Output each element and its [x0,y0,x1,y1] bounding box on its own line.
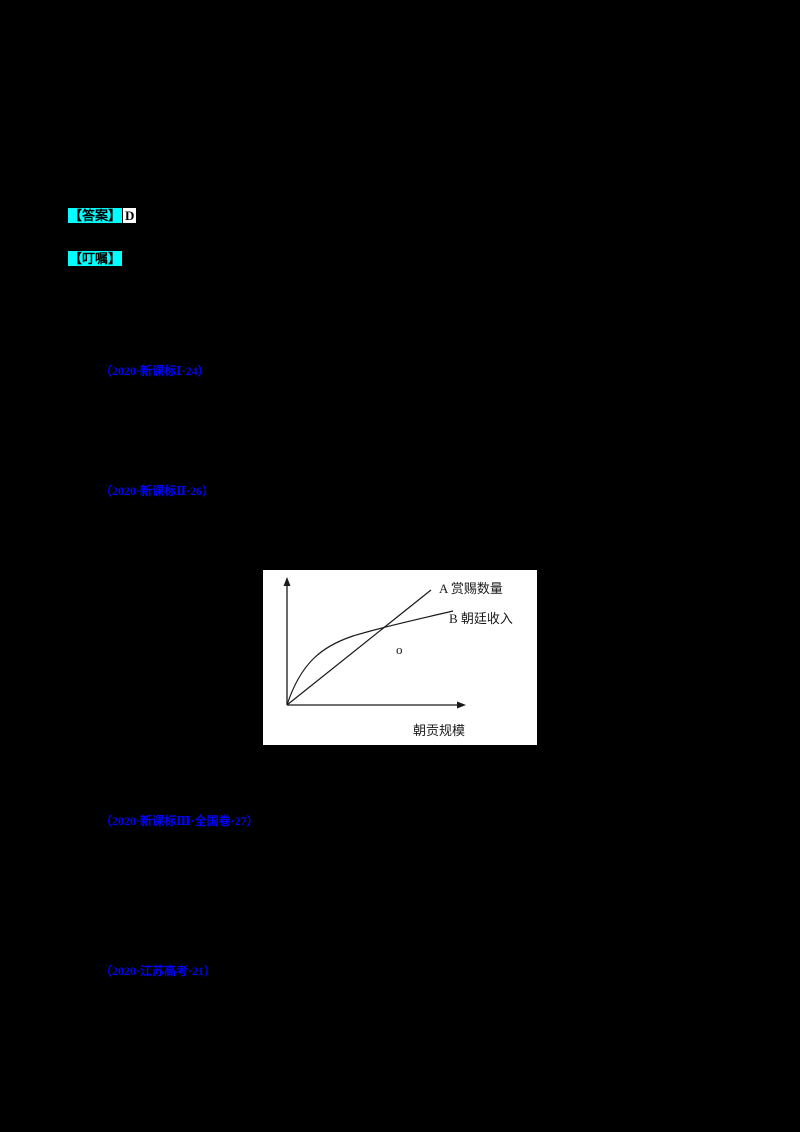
series-b-label: B 朝廷收入 [449,611,513,626]
remark-line: 【叮嘱】 [68,251,123,266]
citation-4: （2020·江苏高考·21） [100,964,217,978]
x-axis [287,701,466,709]
answer-value: D [123,208,137,223]
citation-3: （2020·新课标Ⅲ·全国卷·27） [100,814,259,828]
citation-2: （2020·新课标Ⅱ·26） [100,484,215,498]
series-b-curve [286,610,454,706]
tribute-chart-svg: A 赏赐数量 B 朝廷收入 o 朝贡规模 [283,577,513,738]
tribute-chart: A 赏赐数量 B 朝廷收入 o 朝贡规模 [263,570,537,745]
series-a-label: A 赏赐数量 [439,581,503,596]
x-axis-arrow-icon [457,701,466,709]
origin-point-label: o [396,642,403,657]
answer-label: 【答案】 [68,208,123,223]
y-axis-arrow-icon [283,577,291,586]
y-axis [283,577,291,705]
citation-1: （2020·新课标Ⅰ·24） [100,364,210,378]
answer-line: 【答案】 D [68,208,137,223]
x-axis-label: 朝贡规模 [413,723,465,738]
remark-label: 【叮嘱】 [68,251,123,266]
series-a-line [286,589,432,706]
